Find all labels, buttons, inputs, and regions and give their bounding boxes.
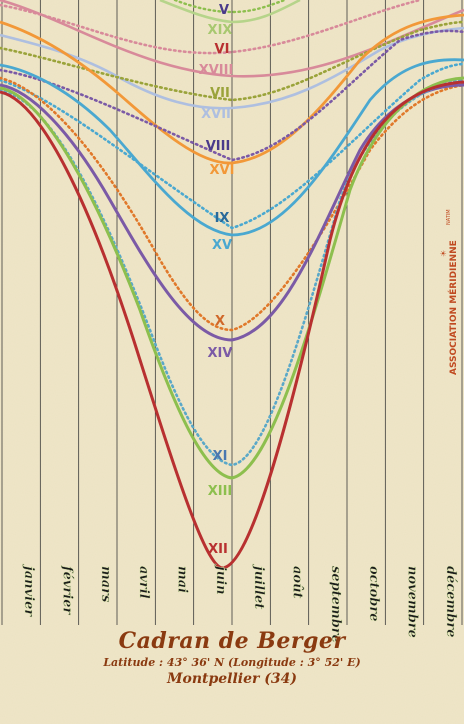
month-label-7: août bbox=[290, 566, 305, 599]
footer: Cadran de Berger Latitude : 43° 36' N (L… bbox=[0, 628, 464, 687]
hour-label-ix: IX bbox=[215, 211, 230, 226]
month-label-0: janvier bbox=[21, 563, 36, 617]
hour-label-xix: XIX bbox=[208, 23, 233, 38]
month-labels: janvier février mars avril mai juin juillet aoû… bbox=[21, 563, 458, 643]
month-label-1: février bbox=[60, 565, 75, 615]
curve-xv-afternoon bbox=[0, 58, 464, 237]
hour-label-vii: VII bbox=[210, 86, 230, 101]
month-label-2: mars bbox=[98, 566, 113, 603]
hour-label-xvii: XVII bbox=[201, 107, 231, 122]
month-label-8: septembre bbox=[328, 566, 343, 643]
page-title: Cadran de Berger bbox=[118, 628, 346, 654]
logo-text: ASSOCIATION MÉRIDIENNE bbox=[447, 240, 459, 375]
month-label-3: avril bbox=[136, 566, 151, 599]
month-label-11: décembre bbox=[443, 566, 458, 638]
curve-vii-morning bbox=[0, 20, 464, 102]
hour-label-viii: VIII bbox=[206, 139, 231, 154]
hour-label-xi: XI bbox=[213, 449, 228, 464]
association-logo: ASSOCIATION MÉRIDIENNE NATIM ☀ bbox=[439, 209, 459, 375]
curve-xvi-afternoon bbox=[0, 13, 464, 165]
hour-labels: V XIX VI XVIII VII XVII VIII XVI IX XV X… bbox=[199, 3, 235, 557]
month-label-9: octobre bbox=[366, 566, 381, 621]
hour-label-v: V bbox=[219, 3, 229, 18]
hour-curves bbox=[0, 0, 464, 570]
curve-xiii-afternoon bbox=[0, 76, 464, 480]
sun-icon: ☀ bbox=[439, 250, 448, 257]
latitude-line: Latitude : 43° 36' N (Longitude : 3° 52'… bbox=[103, 656, 361, 669]
logo-small-text: NATIM bbox=[446, 209, 452, 225]
hour-label-x: X bbox=[215, 314, 225, 329]
curve-xii-noon bbox=[0, 80, 464, 570]
curve-viii-morning bbox=[0, 29, 464, 162]
curve-xviii-afternoon bbox=[0, 0, 464, 78]
hour-label-xii: XII bbox=[208, 542, 228, 557]
curve-x-morning bbox=[0, 76, 464, 332]
month-label-5: juin bbox=[213, 563, 228, 595]
hour-label-xviii: XVIII bbox=[199, 63, 234, 78]
hour-label-xv: XV bbox=[212, 238, 232, 253]
month-label-10: novembre bbox=[405, 566, 420, 638]
city-name: Montpellier (34) bbox=[166, 671, 298, 687]
curve-ix-morning bbox=[0, 62, 464, 230]
curve-xix-afternoon bbox=[159, 0, 301, 24]
curve-vi-morning bbox=[0, 0, 422, 55]
hour-label-xiii: XIII bbox=[208, 484, 233, 499]
month-label-6: juillet bbox=[251, 563, 266, 609]
hour-label-xvi: XVI bbox=[210, 163, 235, 178]
hour-label-vi: VI bbox=[215, 42, 230, 57]
month-label-4: mai bbox=[175, 566, 190, 593]
hour-label-xiv: XIV bbox=[208, 346, 233, 361]
curve-v-morning bbox=[173, 0, 287, 14]
curve-xiv-afternoon bbox=[0, 83, 464, 342]
month-grid bbox=[1, 0, 463, 625]
